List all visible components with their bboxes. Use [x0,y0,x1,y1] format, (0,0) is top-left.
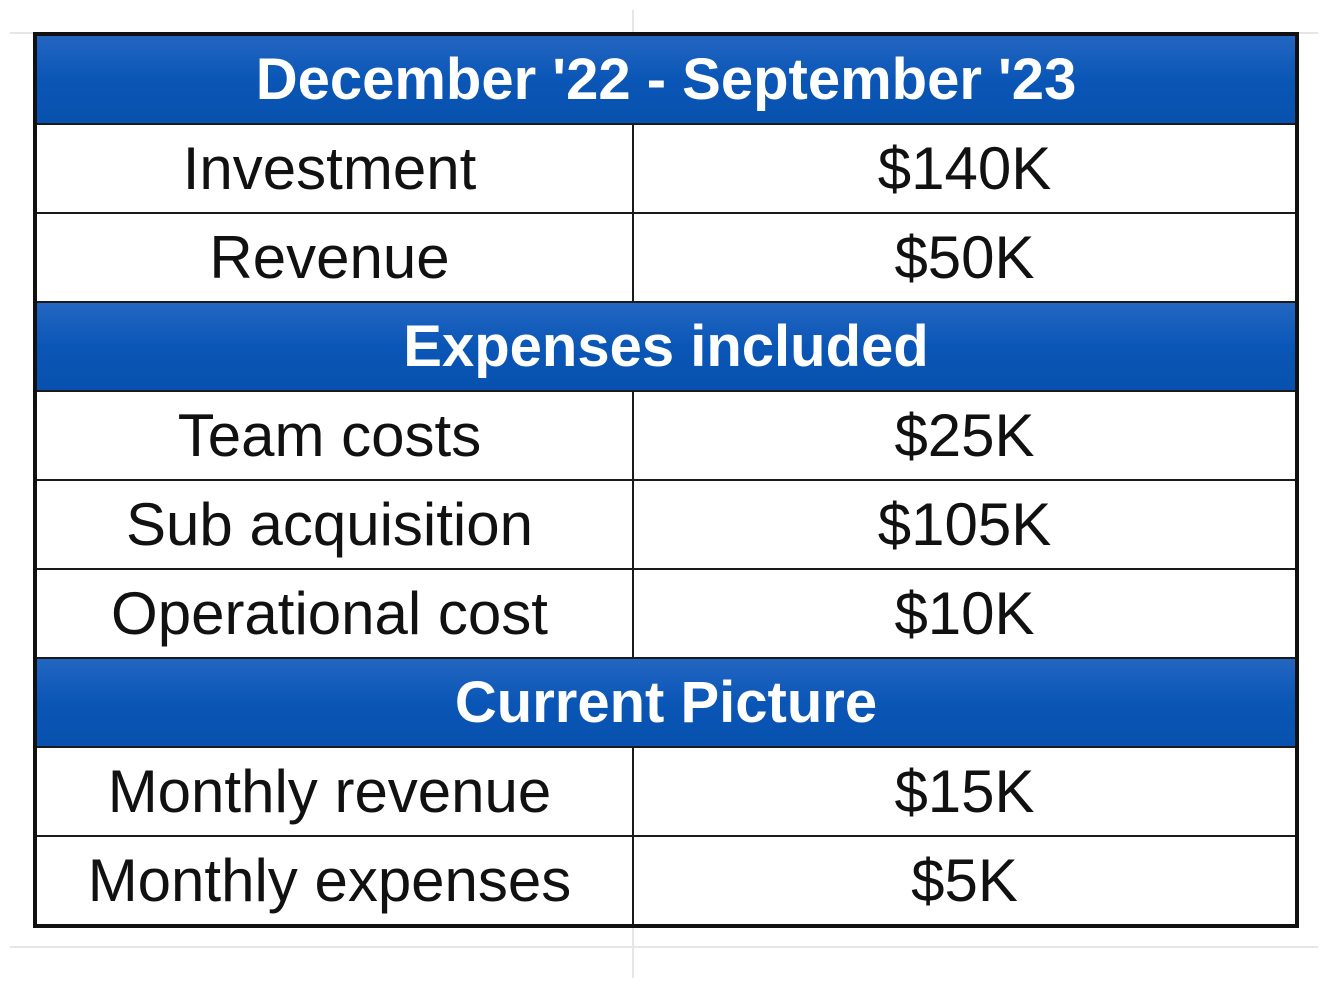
section-header-expenses[interactable]: Expenses included [35,301,1298,392]
section-header-row: Expenses included [35,301,1298,392]
summary-table: December '22 - September '23 Investment … [33,32,1300,928]
section-header-period[interactable]: December '22 - September '23 [35,33,1298,125]
value-operational-cost[interactable]: $10K [631,568,1299,659]
grid-row-line [10,946,1318,948]
value-monthly-expenses[interactable]: $5K [631,835,1299,927]
section-header-row: December '22 - September '23 [35,33,1298,125]
section-header-row: Current Picture [35,657,1298,748]
label-sub-acquisition[interactable]: Sub acquisition [34,479,634,570]
section-header-current[interactable]: Current Picture [35,657,1298,748]
value-team-costs[interactable]: $25K [631,390,1299,481]
table-row: Investment $140K [34,123,1299,214]
value-revenue[interactable]: $50K [631,212,1299,303]
label-monthly-revenue[interactable]: Monthly revenue [34,746,634,837]
value-sub-acquisition[interactable]: $105K [631,479,1299,570]
label-revenue[interactable]: Revenue [34,212,634,303]
table-row: Revenue $50K [34,212,1299,303]
table-row: Sub acquisition $105K [34,479,1299,570]
label-team-costs[interactable]: Team costs [34,390,634,481]
value-investment[interactable]: $140K [631,123,1299,214]
value-monthly-revenue[interactable]: $15K [631,746,1299,837]
table-row: Monthly expenses $5K [34,835,1299,927]
table-row: Monthly revenue $15K [34,746,1299,837]
table-row: Operational cost $10K [34,568,1299,659]
label-operational-cost[interactable]: Operational cost [34,568,634,659]
label-investment[interactable]: Investment [34,123,634,214]
label-monthly-expenses[interactable]: Monthly expenses [34,835,634,927]
table-row: Team costs $25K [34,390,1299,481]
